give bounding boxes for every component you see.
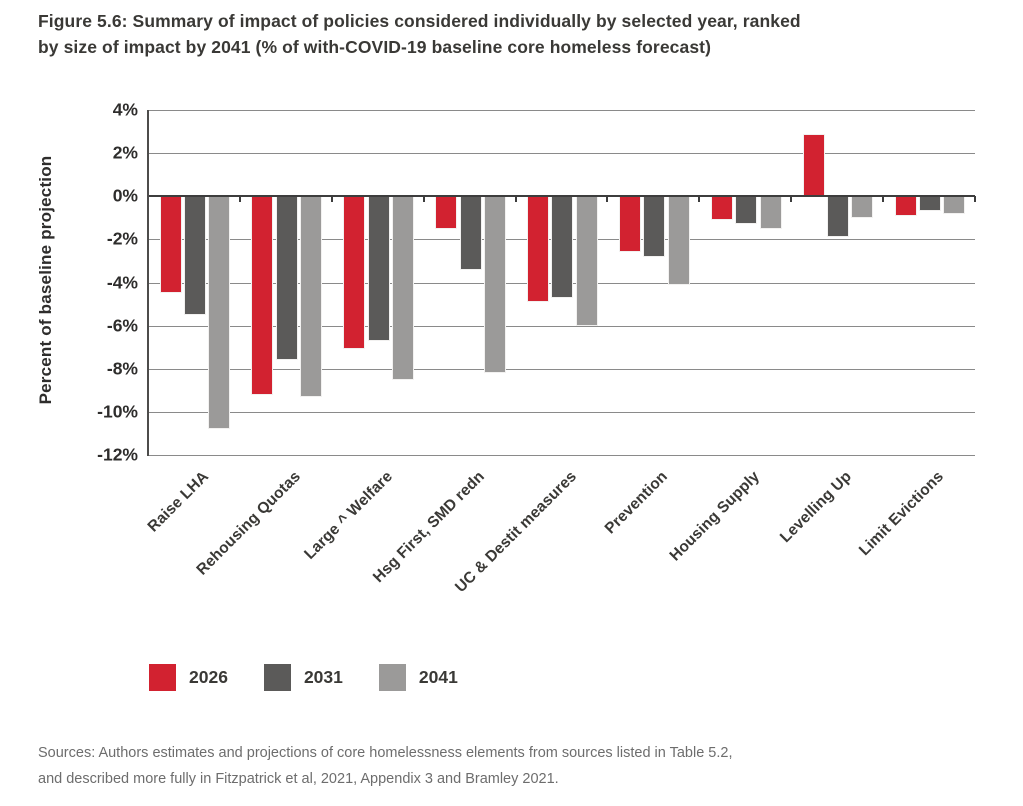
y-tick-label: -12% (97, 444, 138, 465)
y-tick-label: 0% (112, 185, 138, 206)
bar-2031 (183, 196, 206, 315)
bar-2031 (459, 196, 482, 270)
bar-2026 (435, 196, 458, 229)
sources-line2: and described more fully in Fitzpatrick … (38, 771, 559, 787)
gridline (148, 110, 975, 111)
bar-2041 (851, 196, 874, 218)
figure-title-line1: Figure 5.6: Summary of impact of policie… (38, 11, 801, 31)
x-axis-label: Rehousing Quotas (193, 468, 304, 579)
bar-2026 (527, 196, 550, 302)
bar-2041 (667, 196, 690, 285)
bar-2031 (275, 196, 298, 361)
bar-2031 (551, 196, 574, 298)
bar-2041 (943, 196, 966, 214)
y-tick-label: -4% (106, 272, 138, 292)
legend: 2026 2031 2041 (149, 664, 458, 691)
axis-tick (330, 196, 333, 203)
bar-2031 (735, 196, 758, 225)
x-axis-label: Raise LHA (144, 468, 212, 536)
axis-tick (974, 196, 976, 203)
bar-2026 (343, 196, 366, 350)
y-axis-spine (147, 110, 149, 456)
chart-container: Percent of baseline projection 4% 2% 0% -2%… (36, 99, 976, 596)
x-axis-label: Prevention (602, 468, 672, 538)
x-axis-label: Levelling Up (777, 468, 856, 547)
figure-title: Figure 5.6: Summary of impact of policie… (38, 8, 998, 60)
bar-2041 (759, 196, 782, 229)
y-tick-label: 4% (112, 99, 138, 120)
gridline (148, 455, 975, 456)
gridline (148, 325, 975, 327)
axis-tick (698, 196, 701, 203)
bar-2026 (710, 196, 733, 220)
legend-item-2031: 2031 (263, 664, 343, 691)
y-tick-label: -8% (106, 358, 138, 379)
bar-2031 (827, 196, 850, 238)
bar-2026 (619, 196, 642, 253)
y-tick-label: 2% (112, 142, 138, 163)
legend-swatch-2026 (149, 664, 176, 691)
axis-tick (238, 196, 241, 203)
bar-2031 (919, 196, 941, 212)
y-tick-label: -10% (97, 401, 138, 422)
y-tick-label: -2% (106, 228, 138, 249)
x-axis-label: Limit Evictions (856, 468, 948, 560)
axis-tick (790, 196, 793, 203)
gridline (148, 368, 975, 370)
legend-label-2031: 2031 (303, 667, 343, 687)
legend-item-2026: 2026 (149, 664, 228, 691)
sources-note: Sources: Authors estimates and projectio… (38, 740, 732, 792)
legend-swatch-2041 (378, 664, 406, 691)
axis-tick (882, 196, 885, 203)
bar-2031 (643, 196, 666, 257)
axis-tick (514, 196, 517, 203)
bar-2026 (251, 196, 274, 395)
gridline (148, 411, 975, 413)
bar-2041 (391, 196, 414, 380)
bar-2041 (483, 196, 506, 374)
figure-title-line2: by size of impact by 2041 (% of with-COV… (38, 37, 712, 57)
x-axis-label: Large ^ Welfare (300, 468, 396, 563)
plot-area (147, 110, 976, 456)
axis-tick (422, 196, 425, 203)
bar-2041 (300, 196, 323, 397)
gridline (148, 153, 975, 155)
bar-2031 (367, 196, 390, 341)
sources-line1: Sources: Authors estimates and projectio… (38, 745, 733, 761)
y-tick-label: -6% (106, 315, 138, 336)
axis-tick (606, 196, 609, 203)
x-axis-label: Housing Supply (666, 468, 764, 565)
bar-2026 (894, 196, 917, 216)
legend-label-2041: 2041 (418, 667, 458, 687)
bar-2026 (802, 133, 825, 197)
bar-2026 (159, 196, 182, 294)
legend-swatch-2031 (263, 664, 291, 691)
bar-2041 (575, 196, 598, 326)
legend-label-2026: 2026 (189, 667, 228, 687)
bar-2041 (208, 196, 231, 430)
legend-item-2041: 2041 (378, 664, 458, 691)
zero-axis-line (148, 195, 975, 198)
